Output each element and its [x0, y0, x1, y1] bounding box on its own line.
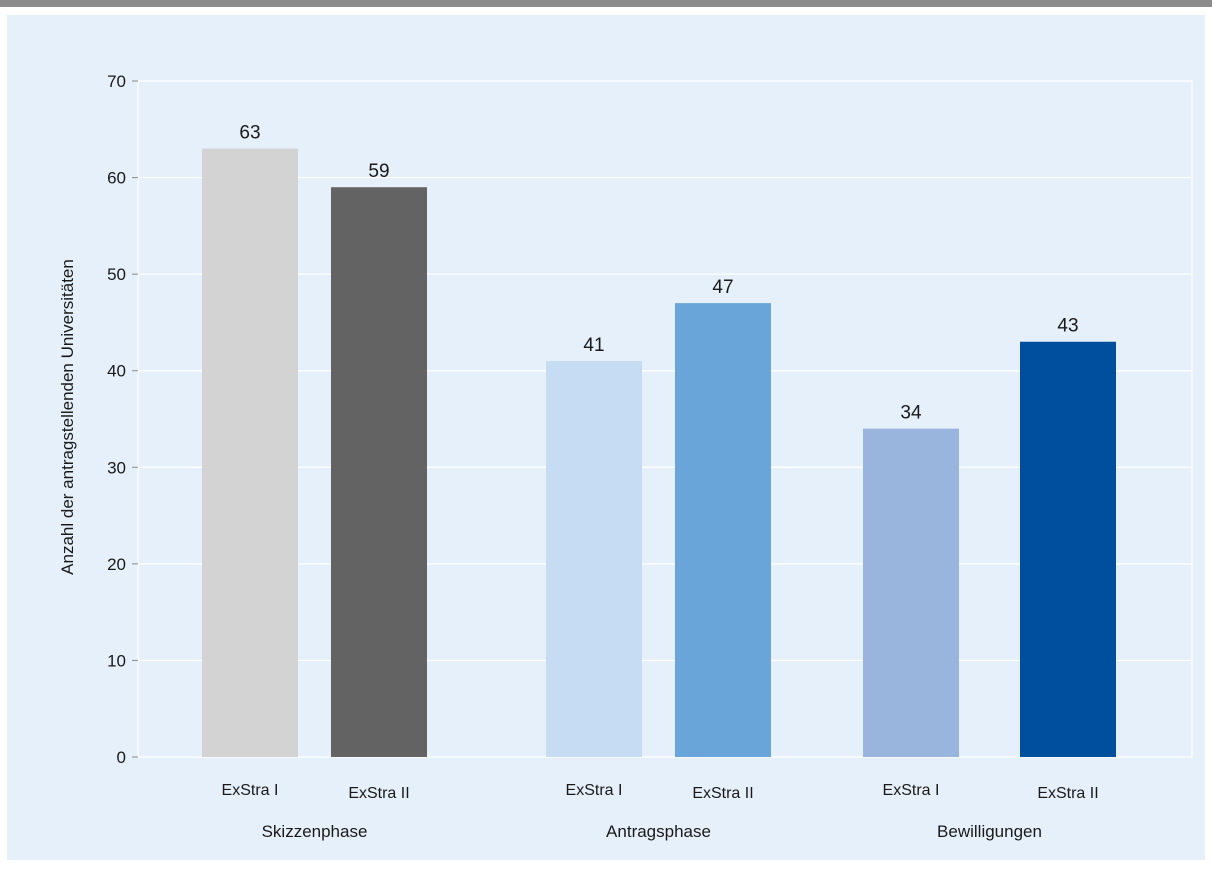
bar-category-label: ExStra II [692, 785, 753, 802]
bar [675, 303, 771, 757]
bar-value-label: 43 [1057, 316, 1078, 337]
bar-value-label: 63 [239, 123, 260, 144]
y-tick-label: 30 [107, 458, 126, 477]
axis-frame [137, 80, 1193, 758]
bar-category-label: ExStra II [1037, 785, 1098, 802]
bar [1020, 341, 1116, 757]
group-label: Antragsphase [606, 822, 711, 841]
bar-value-label: 59 [368, 161, 389, 182]
grid-lines [138, 80, 1192, 758]
bar-category-label: ExStra I [222, 782, 279, 799]
bar-category-label: ExStra II [348, 785, 409, 802]
x-axis-labels: ExStra I ExStra II Skizzenphase ExStra I ExS… [222, 782, 1099, 841]
y-tick-label: 50 [107, 265, 126, 284]
bar-category-label: ExStra I [566, 782, 623, 799]
y-axis-label: Anzahl der antragstellenden Universitäte… [58, 259, 77, 575]
bar-category-label: ExStra I [883, 782, 940, 799]
chart-panel: 0 10 20 30 40 50 60 70 63 59 41 47 34 43 ExStra I ExS… [7, 15, 1205, 860]
bar [863, 428, 959, 757]
top-band [0, 0, 1212, 7]
y-axis-ticks: 0 10 20 30 40 50 60 70 [107, 72, 138, 767]
y-tick-label: 40 [107, 362, 126, 381]
bars: 63 59 41 47 34 43 [202, 123, 1116, 758]
bar-value-label: 47 [712, 277, 733, 298]
bar-value-label: 34 [900, 403, 922, 424]
y-tick-label: 20 [107, 555, 126, 574]
bar [546, 361, 642, 757]
y-tick-label: 70 [107, 72, 126, 91]
group-label: Bewilligungen [937, 822, 1042, 841]
bar-value-label: 41 [583, 335, 604, 356]
y-tick-label: 60 [107, 169, 126, 188]
bar [331, 187, 427, 757]
group-label: Skizzenphase [262, 822, 368, 841]
plot-frame [137, 80, 1193, 758]
bar [202, 148, 298, 758]
y-tick-label: 0 [117, 748, 126, 767]
y-tick-label: 10 [107, 651, 126, 670]
